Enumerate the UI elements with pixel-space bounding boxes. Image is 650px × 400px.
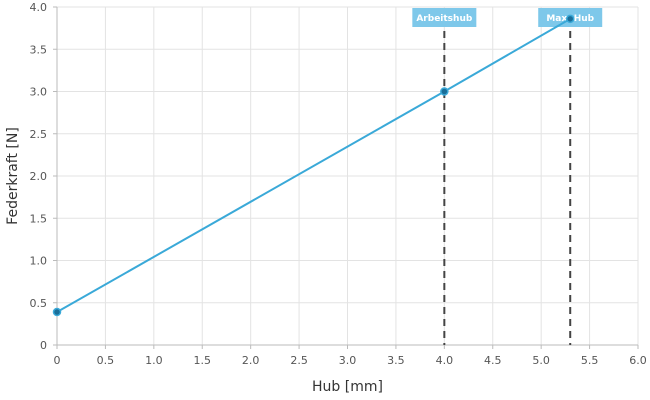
x-tick-label: 0 bbox=[54, 354, 61, 367]
x-tick-label: 6.0 bbox=[629, 354, 647, 367]
y-tick-label: 1.0 bbox=[30, 255, 48, 268]
marker-label: Arbeitshub bbox=[416, 14, 473, 24]
y-tick-label: 2.0 bbox=[30, 170, 48, 183]
series bbox=[52, 14, 575, 317]
y-tick-label: 1.5 bbox=[30, 212, 48, 225]
x-tick-label: 4.5 bbox=[484, 354, 502, 367]
y-tick-label: 2.5 bbox=[30, 128, 48, 141]
y-tick-label: 0.5 bbox=[30, 297, 48, 310]
x-tick-label: 2.0 bbox=[242, 354, 260, 367]
y-tick-label: 3.5 bbox=[30, 43, 48, 56]
x-tick-label: 5.0 bbox=[532, 354, 550, 367]
x-axis-title: Hub [mm] bbox=[312, 379, 383, 395]
tick-labels: 0 0.5 1.0 1.5 2.0 2.5 3.0 3.5 4.0 4.5 5.0 5.5 6.0 0 0.… bbox=[30, 1, 647, 367]
x-tick-label: 3.5 bbox=[387, 354, 405, 367]
x-tick-label: 0.5 bbox=[97, 354, 115, 367]
y-tick-label: 0 bbox=[40, 339, 47, 352]
x-tick-label: 5.5 bbox=[581, 354, 599, 367]
data-point[interactable] bbox=[52, 307, 62, 317]
axes bbox=[53, 6, 639, 349]
y-axis-title: Federkraft [N] bbox=[5, 127, 21, 225]
grid bbox=[56, 6, 639, 346]
x-tick-label: 4.0 bbox=[436, 354, 454, 367]
y-tick-label: 3.0 bbox=[30, 86, 48, 99]
x-tick-label: 3.0 bbox=[339, 354, 357, 367]
x-tick-label: 1.5 bbox=[194, 354, 212, 367]
data-point[interactable] bbox=[565, 14, 575, 24]
marker-label-box bbox=[412, 8, 477, 27]
y-tick-label: 4.0 bbox=[30, 1, 48, 14]
x-tick-label: 1.0 bbox=[145, 354, 163, 367]
x-tick-label: 2.5 bbox=[290, 354, 308, 367]
data-point[interactable] bbox=[440, 87, 449, 96]
